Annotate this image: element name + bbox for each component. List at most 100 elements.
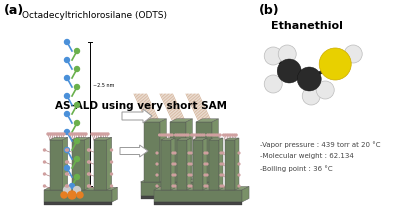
- Circle shape: [204, 185, 206, 187]
- Circle shape: [190, 163, 192, 165]
- Circle shape: [61, 192, 67, 198]
- Polygon shape: [177, 138, 191, 140]
- Polygon shape: [219, 138, 223, 190]
- Polygon shape: [93, 137, 112, 140]
- Circle shape: [51, 133, 53, 135]
- Circle shape: [75, 157, 80, 162]
- Circle shape: [220, 174, 222, 176]
- Circle shape: [69, 184, 75, 189]
- Text: linker: linker: [93, 140, 107, 145]
- Polygon shape: [193, 138, 207, 140]
- Circle shape: [204, 163, 206, 165]
- Circle shape: [64, 130, 69, 135]
- Circle shape: [220, 185, 222, 187]
- Circle shape: [44, 185, 46, 187]
- Circle shape: [232, 134, 234, 136]
- Circle shape: [219, 134, 221, 136]
- Polygon shape: [112, 187, 117, 202]
- Circle shape: [238, 174, 240, 176]
- Text: ~2.5 nm: ~2.5 nm: [93, 83, 115, 88]
- Circle shape: [159, 134, 161, 136]
- Circle shape: [194, 134, 196, 136]
- Circle shape: [238, 163, 240, 165]
- Circle shape: [190, 152, 192, 154]
- Circle shape: [222, 152, 224, 154]
- Circle shape: [172, 185, 174, 187]
- Text: Octadecyltrichlorosilane (ODTS): Octadecyltrichlorosilane (ODTS): [22, 11, 167, 20]
- Circle shape: [278, 45, 296, 63]
- Circle shape: [47, 133, 49, 135]
- Circle shape: [166, 134, 168, 136]
- Polygon shape: [122, 109, 152, 123]
- Bar: [225, 140, 235, 190]
- Polygon shape: [235, 138, 239, 190]
- Circle shape: [66, 149, 68, 151]
- Circle shape: [88, 173, 90, 175]
- Circle shape: [110, 173, 112, 175]
- Circle shape: [188, 174, 190, 176]
- Text: -Boiling point : 36 °C: -Boiling point : 36 °C: [260, 165, 333, 172]
- Circle shape: [156, 152, 158, 154]
- Circle shape: [107, 133, 109, 135]
- Text: -Vapor pressure : 439 torr at 20 °C: -Vapor pressure : 439 torr at 20 °C: [260, 141, 381, 148]
- Circle shape: [196, 134, 198, 136]
- Circle shape: [95, 133, 97, 135]
- Circle shape: [69, 133, 71, 135]
- Bar: [144, 122, 160, 182]
- Circle shape: [75, 49, 80, 54]
- Circle shape: [64, 165, 69, 170]
- Circle shape: [88, 161, 90, 163]
- Circle shape: [222, 174, 224, 176]
- Circle shape: [190, 185, 192, 187]
- Circle shape: [172, 163, 174, 165]
- Circle shape: [75, 67, 80, 71]
- Circle shape: [297, 67, 321, 91]
- Circle shape: [206, 174, 208, 176]
- Circle shape: [66, 185, 68, 187]
- Circle shape: [53, 133, 55, 135]
- Circle shape: [174, 163, 176, 165]
- Circle shape: [200, 134, 202, 136]
- Bar: [154, 202, 242, 205]
- Circle shape: [68, 191, 76, 199]
- Circle shape: [61, 133, 63, 135]
- Text: AS-ALD using very short SAM: AS-ALD using very short SAM: [55, 101, 227, 111]
- Circle shape: [208, 134, 210, 136]
- Circle shape: [44, 161, 46, 163]
- Bar: [49, 140, 63, 190]
- Circle shape: [234, 134, 235, 136]
- Circle shape: [57, 133, 59, 135]
- Circle shape: [103, 133, 105, 135]
- Polygon shape: [120, 145, 148, 157]
- Circle shape: [161, 134, 162, 136]
- Circle shape: [171, 134, 173, 136]
- Circle shape: [210, 134, 212, 136]
- Circle shape: [44, 149, 46, 151]
- Circle shape: [214, 134, 216, 136]
- Circle shape: [79, 133, 81, 135]
- Circle shape: [222, 163, 224, 165]
- Polygon shape: [85, 137, 90, 190]
- Text: (b): (b): [259, 4, 280, 17]
- Polygon shape: [203, 138, 207, 190]
- Circle shape: [175, 134, 176, 136]
- Circle shape: [220, 152, 222, 154]
- Circle shape: [178, 134, 180, 136]
- Circle shape: [97, 133, 99, 135]
- Circle shape: [212, 134, 214, 136]
- Circle shape: [207, 134, 208, 136]
- Polygon shape: [144, 119, 166, 122]
- Bar: [71, 140, 85, 190]
- Circle shape: [204, 152, 206, 154]
- Circle shape: [316, 81, 334, 99]
- Circle shape: [172, 152, 174, 154]
- Circle shape: [184, 134, 186, 136]
- Circle shape: [186, 134, 187, 136]
- Circle shape: [202, 134, 203, 136]
- Polygon shape: [196, 119, 218, 122]
- Circle shape: [75, 138, 80, 143]
- Circle shape: [238, 152, 240, 154]
- Circle shape: [319, 48, 351, 80]
- Circle shape: [91, 133, 93, 135]
- Polygon shape: [49, 137, 68, 140]
